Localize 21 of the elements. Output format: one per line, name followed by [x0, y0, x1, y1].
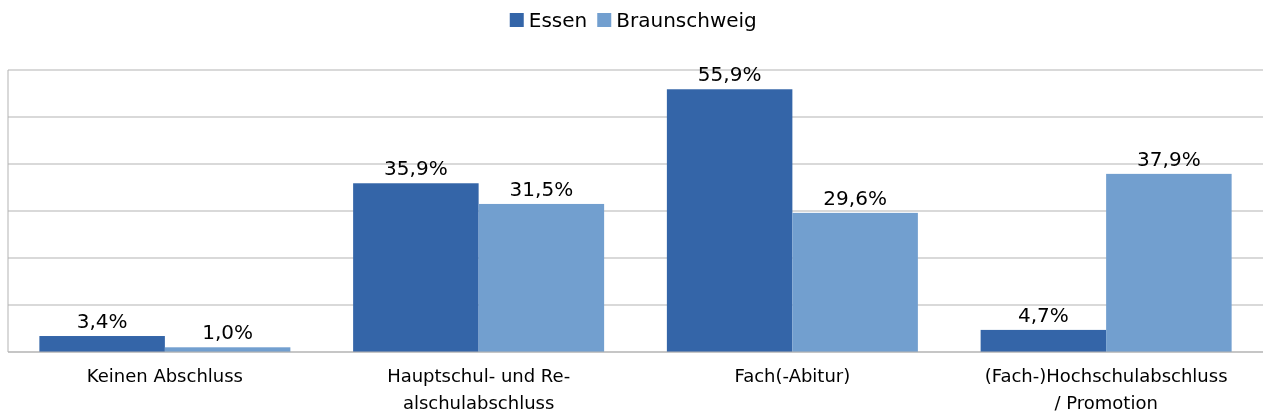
bar — [1106, 173, 1232, 352]
data-label: 4,7% — [1017, 302, 1069, 327]
data-label: 29,6% — [823, 185, 887, 210]
x-tick-label: Fach(-Abitur) — [734, 365, 851, 386]
x-tick-label: Hauptschul- und Re- alschulabschluss — [387, 365, 571, 412]
data-label: 35,9% — [384, 156, 448, 181]
legend-label: Essen — [528, 8, 588, 32]
legend-label: Braunschweig — [616, 8, 757, 32]
data-label: 1,0% — [202, 320, 254, 345]
data-label: 55,9% — [697, 62, 762, 87]
x-tick-label: (Fach-)Hochschulabschluss / Promotion — [984, 365, 1228, 412]
bar — [478, 203, 605, 352]
bar — [980, 329, 1107, 352]
bar — [39, 336, 165, 352]
data-label: 3,4% — [76, 309, 128, 334]
x-tick-label: Keinen Abschluss — [86, 365, 243, 386]
data-label: 31,5% — [509, 176, 574, 201]
bar — [666, 89, 793, 352]
data-label: 37,9% — [1137, 146, 1201, 171]
bar — [353, 183, 479, 352]
bar — [792, 212, 918, 352]
